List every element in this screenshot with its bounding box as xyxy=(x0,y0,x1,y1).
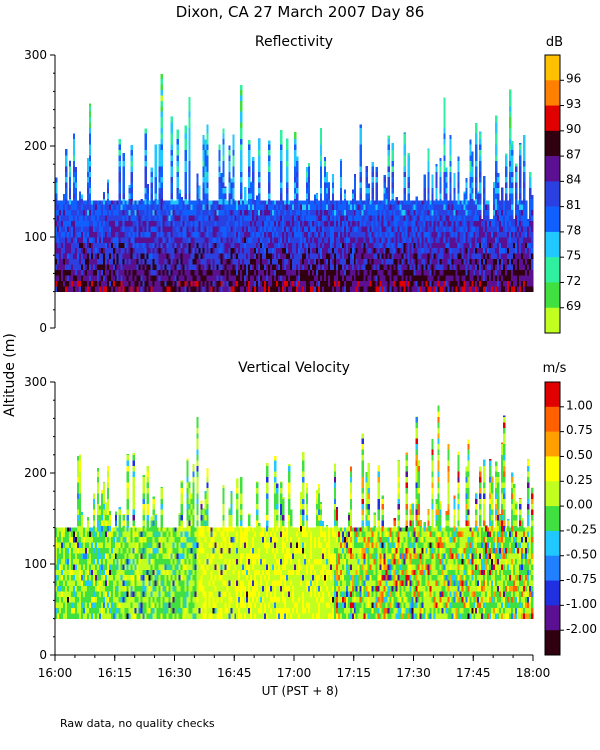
x-tick-label: 16:00 xyxy=(38,666,73,680)
colorbar-label: -2.00 xyxy=(566,622,597,636)
y-tick-label: 200 xyxy=(24,466,47,480)
colorbar-label: 87 xyxy=(566,147,581,161)
colorbar-swatch xyxy=(545,431,560,457)
colorbar-label: 78 xyxy=(566,223,581,237)
colorbar-swatch xyxy=(545,156,560,182)
colorbar-label: 81 xyxy=(566,198,581,212)
colorbar-swatch xyxy=(545,555,560,581)
colorbar-swatch xyxy=(545,530,560,557)
footnote: Raw data, no quality checks xyxy=(60,717,215,730)
x-tick-label: 18:00 xyxy=(516,666,551,680)
colorbar-swatch xyxy=(545,382,560,408)
y-tick-label: 0 xyxy=(39,648,47,662)
colorbar-label: 0.25 xyxy=(566,473,593,487)
colorbar-label: -0.50 xyxy=(566,547,597,561)
colorbar-swatch xyxy=(545,231,560,258)
x-tick-label: 16:15 xyxy=(97,666,132,680)
colorbar-unit: dB xyxy=(546,35,563,50)
x-tick-label: 17:15 xyxy=(336,666,371,680)
colorbar-label: 69 xyxy=(566,299,581,313)
colorbar-swatch xyxy=(545,605,560,631)
x-tick-label: 16:30 xyxy=(157,666,192,680)
x-axis-label: UT (PST + 8) xyxy=(262,684,339,698)
reflectivity-panel: Reflectivity 0 100 200 300 96 93 90 87 84 81 78 75 72… xyxy=(24,34,581,335)
colorbar-label: 0.00 xyxy=(566,498,593,512)
colorbar-frame xyxy=(544,54,561,334)
colorbar-swatch xyxy=(545,105,560,132)
y-tick-label: 300 xyxy=(24,375,47,389)
panel-title: Vertical Velocity xyxy=(238,360,350,376)
colorbar-frame xyxy=(544,381,561,656)
colorbar-swatch xyxy=(545,257,560,283)
colorbar-swatch xyxy=(545,55,560,81)
colorbar-label: 0.50 xyxy=(566,448,593,462)
y-tick-label: 300 xyxy=(24,48,47,62)
colorbar-swatch xyxy=(545,130,560,157)
colorbar-swatch xyxy=(545,181,560,207)
y-tick-label: 100 xyxy=(24,557,47,571)
x-tick-label: 17:00 xyxy=(277,666,312,680)
colorbar-label: 1.00 xyxy=(566,398,593,412)
colorbar-label: 75 xyxy=(566,249,581,263)
colorbar-swatch xyxy=(545,630,560,656)
colorbar-swatch xyxy=(545,506,560,532)
x-axis: 16:00 16:15 16:30 16:45 17:00 17:15 17:30 17:45… xyxy=(38,655,551,680)
colorbar: 1.00 0.75 0.50 0.25 0.00 -0.25 -0.50 -0.75 -1.00… xyxy=(543,361,597,656)
y-tick-label: 200 xyxy=(24,139,47,153)
shared-y-axis-label: Altitude (m) xyxy=(2,333,18,417)
x-tick-label: 17:30 xyxy=(396,666,431,680)
figure-title: Dixon, CA 27 March 2007 Day 86 xyxy=(176,3,425,21)
colorbar-swatch xyxy=(545,481,560,507)
x-tick-label: 17:45 xyxy=(456,666,491,680)
y-tick-label: 100 xyxy=(24,230,47,244)
colorbar-unit: m/s xyxy=(543,361,567,376)
colorbar-label: 90 xyxy=(566,122,581,136)
colorbar-label: 96 xyxy=(566,72,581,86)
panel-title: Reflectivity xyxy=(255,34,333,50)
colorbar-swatch xyxy=(545,80,560,106)
heatmap-cells xyxy=(55,405,534,619)
colorbar-label: -1.00 xyxy=(566,597,597,611)
colorbar-swatch xyxy=(545,282,560,309)
y-tick-label: 0 xyxy=(39,321,47,335)
x-tick-label: 16:45 xyxy=(217,666,252,680)
colorbar: 96 93 90 87 84 81 78 75 72 69 dB xyxy=(544,35,581,334)
colorbar-swatch xyxy=(545,456,560,482)
velocity-panel: Vertical Velocity 0 100 200 300 1.00 0.75 0.50 0… xyxy=(24,360,597,662)
colorbar-label: 93 xyxy=(566,97,581,111)
heatmap-cells xyxy=(55,73,534,292)
colorbar-label: 84 xyxy=(566,173,581,187)
colorbar-swatch xyxy=(545,580,560,606)
colorbar-swatch xyxy=(545,206,560,233)
colorbar-label: -0.25 xyxy=(566,523,597,537)
colorbar-label: -0.75 xyxy=(566,572,597,586)
colorbar-swatch xyxy=(545,406,560,432)
colorbar-label: 72 xyxy=(566,274,581,288)
colorbar-label: 0.75 xyxy=(566,423,593,437)
colorbar-swatch xyxy=(545,307,560,334)
